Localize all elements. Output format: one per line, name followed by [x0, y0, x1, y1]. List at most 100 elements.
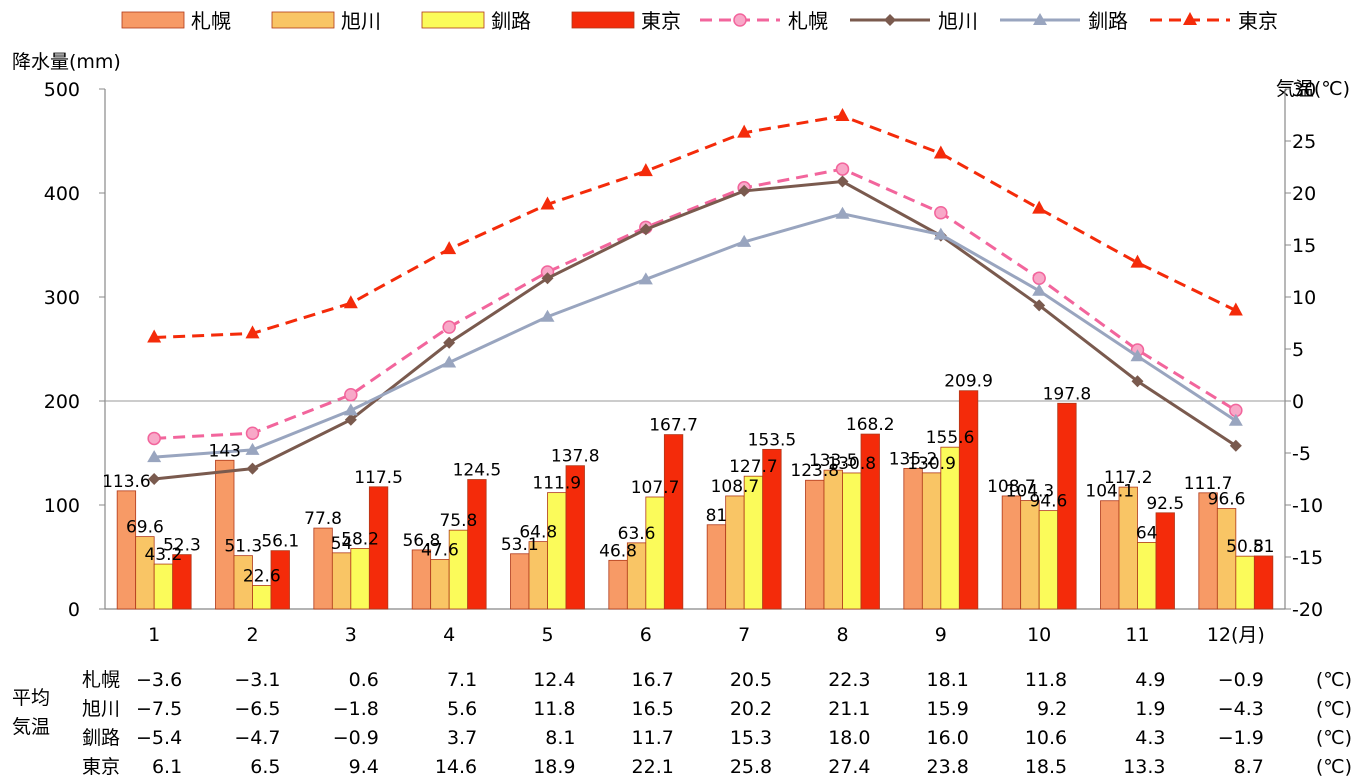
bar-label: 124.5: [453, 461, 502, 481]
line-札幌: [154, 167, 1237, 440]
table-cell: 0.6: [349, 669, 379, 691]
bar-label: 94.6: [1029, 492, 1067, 512]
bar-札幌-2: [215, 459, 235, 610]
bar-札幌-3: [313, 527, 333, 610]
bar-釧路-11: [1137, 542, 1157, 610]
right-tick-label: 0: [1292, 391, 1304, 413]
line-東京: [154, 114, 1237, 340]
right-tick-label: 5: [1292, 339, 1304, 361]
table-cell: 20.2: [730, 698, 772, 720]
bar-label: 46.8: [599, 541, 637, 561]
left-tick-label: 400: [44, 183, 80, 205]
table-cell: 23.8: [927, 756, 969, 778]
axes: 0 100 200 300 400 500 -20 -15 -10 -5 0 5 10 15 20 25 30: [44, 79, 1323, 621]
point-釧路-3: [343, 403, 358, 416]
table-cell: 16.0: [927, 727, 969, 749]
bar-東京-2: [270, 550, 290, 610]
bar-札幌-9: [903, 467, 923, 610]
bar-東京-9: [958, 390, 979, 610]
table-row-name: 東京: [82, 756, 120, 778]
month-unit: (月): [1231, 624, 1265, 646]
bar-label: 127.7: [729, 457, 778, 477]
bar-label: 77.8: [304, 509, 342, 529]
table-cell: 6.5: [250, 756, 280, 778]
bar-label: 64.8: [519, 523, 557, 543]
bar-旭川-7: [725, 495, 745, 610]
point-旭川-11: [1131, 375, 1144, 388]
bar-旭川-3: [331, 552, 352, 610]
table-unit: (℃): [1316, 727, 1352, 749]
table-row-name: 釧路: [82, 727, 120, 749]
line-series: [147, 108, 1243, 485]
x-tick-label: 5: [541, 624, 553, 646]
table-cell: 3.7: [447, 727, 477, 749]
line-旭川: [154, 180, 1237, 481]
table-cell: −6.5: [234, 698, 280, 720]
bar-札幌-12: [1198, 492, 1218, 610]
right-tick-label: -10: [1292, 495, 1323, 517]
bar-label: 52.3: [163, 536, 201, 556]
x-tick-label: 3: [345, 624, 357, 646]
point-釧路-7: [737, 234, 752, 247]
bar-label: 130.9: [907, 454, 956, 474]
bar-label: 155.6: [926, 428, 975, 448]
bar-旭川-12: [1216, 508, 1237, 610]
bar-label: 135.2: [889, 449, 938, 469]
table-cell: −1.9: [1218, 727, 1264, 749]
point-旭川-10: [1033, 299, 1046, 312]
temperature-table: 平均 気温 札幌 −3.6 −3.1 0.6 7.1 12.4 16.7 20.5 22.3 18…: [12, 669, 1352, 778]
bar-釧路-3: [350, 548, 370, 610]
x-tick-label: 6: [640, 624, 652, 646]
right-tick-label: 25: [1292, 131, 1316, 153]
legend-label: 東京: [641, 9, 681, 33]
table-cell: 4.9: [1135, 669, 1165, 691]
bar-label: 153.5: [748, 430, 797, 450]
table-cell: −4.3: [1218, 698, 1264, 720]
left-axis-label: 降水量(mm): [12, 51, 121, 73]
table-cell: −1.8: [333, 698, 379, 720]
table-cell: 18.1: [927, 669, 969, 691]
legend-swatch-bar: [121, 11, 185, 29]
legend: 札幌 旭川 釧路 東京 札幌 旭川 釧路 東京: [121, 9, 1278, 33]
bar-label: 104.1: [1085, 482, 1134, 502]
table-cell: 11.7: [632, 727, 674, 749]
legend-swatch-bar: [571, 11, 635, 29]
bar-札幌-1: [116, 490, 137, 610]
point-東京-2: [245, 325, 260, 339]
point-東京-3: [343, 295, 358, 309]
point-東京-1: [147, 329, 162, 343]
table-cell: 22.1: [632, 756, 674, 778]
point-東京-9: [933, 145, 948, 159]
table-cell: −7.5: [136, 698, 182, 720]
x-tick-label: 8: [836, 624, 848, 646]
table-cell: 27.4: [828, 756, 870, 778]
right-tick-label: -15: [1292, 547, 1323, 569]
table-cell: 18.0: [828, 727, 870, 749]
point-札幌-1: [147, 431, 161, 446]
point-釧路-9: [933, 227, 948, 240]
table-group-label-bottom: 気温: [12, 716, 50, 738]
table-cell: 4.3: [1135, 727, 1165, 749]
point-釧路-4: [442, 355, 457, 368]
point-釧路-11: [1130, 349, 1145, 362]
table-cell: 11.8: [533, 698, 575, 720]
bar-label: 113.6: [102, 472, 151, 492]
point-札幌-2: [245, 426, 260, 440]
point-釧路-5: [540, 309, 555, 322]
point-釧路-6: [638, 272, 653, 285]
point-旭川-3: [344, 413, 357, 426]
point-旭川-8: [836, 175, 849, 188]
point-旭川-5: [541, 272, 554, 285]
x-axis-labels: 1 2 3 4 5 6 7 8 9 10 11 12(月): [148, 624, 1265, 646]
bar-釧路-1: [153, 563, 174, 610]
bar-label: 130.8: [827, 454, 876, 474]
bar-label: 107.7: [631, 478, 680, 498]
x-tick-label: 4: [443, 624, 455, 646]
table-cell: 18.5: [1025, 756, 1067, 778]
point-東京-7: [737, 124, 752, 138]
x-tick-label: 1: [148, 624, 160, 646]
bar-label: 63.6: [618, 524, 656, 544]
point-旭川-1: [148, 473, 161, 485]
table-unit: (℃): [1316, 756, 1352, 778]
table-cell: 9.4: [349, 756, 379, 778]
